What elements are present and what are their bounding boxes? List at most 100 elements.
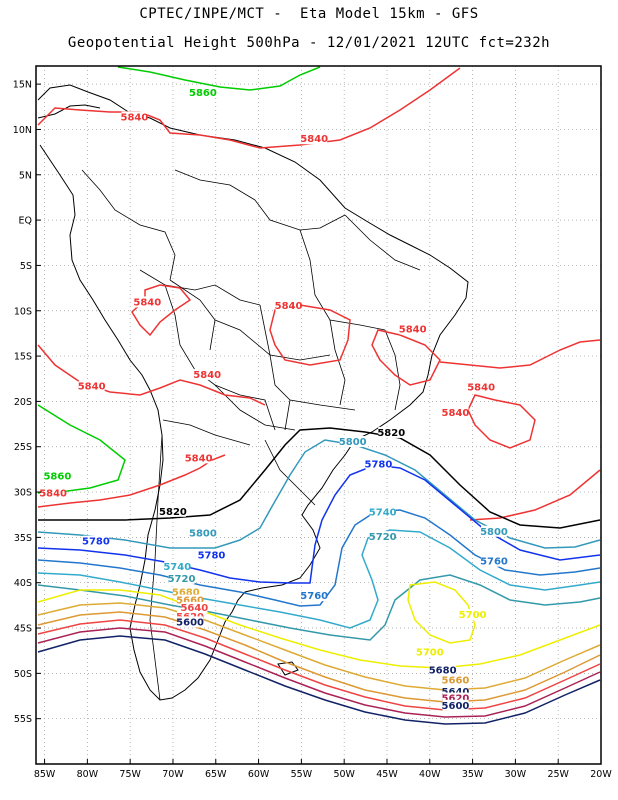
contour-label: 5840 bbox=[275, 301, 303, 312]
lon-tick-label: 30W bbox=[505, 769, 527, 780]
contour-5840-high bbox=[467, 394, 536, 449]
grid bbox=[36, 66, 602, 764]
lat-tick-label: 35S bbox=[14, 533, 32, 544]
contour-label-bg bbox=[365, 458, 392, 470]
lat-tick-label: 10S bbox=[14, 306, 32, 317]
contour-label: 5680 bbox=[429, 665, 457, 676]
contour-label-bg bbox=[172, 586, 199, 598]
contour-label: 5780 bbox=[82, 537, 110, 548]
contour-label: 5760 bbox=[480, 557, 508, 568]
contour-label: 5720 bbox=[369, 532, 397, 543]
lon-tick-label: 55W bbox=[291, 769, 313, 780]
contour-5700 bbox=[37, 589, 601, 669]
lon-tick-label: 25W bbox=[547, 769, 569, 780]
contour-label: 5800 bbox=[480, 527, 508, 538]
contour-label-bg bbox=[121, 111, 148, 123]
contour-label-bg bbox=[369, 531, 396, 543]
lat-tick-label: 5S bbox=[20, 261, 32, 272]
contour-label: 5840 bbox=[193, 370, 221, 381]
contour-label-bg bbox=[442, 692, 469, 704]
contour-label: 5840 bbox=[185, 453, 213, 464]
south-america-coastline bbox=[37, 84, 469, 701]
contour-5680 bbox=[37, 602, 601, 691]
contour-label-bg bbox=[442, 674, 469, 686]
lon-tick-label: 80W bbox=[77, 769, 99, 780]
contour-label: 5720 bbox=[168, 574, 196, 585]
lon-tick-label: 45W bbox=[376, 769, 398, 780]
lon-tick-label: 35W bbox=[462, 769, 484, 780]
lon-tick-label: 60W bbox=[248, 769, 270, 780]
contour-5820 bbox=[38, 427, 601, 529]
lat-tick-label: 15N bbox=[13, 80, 32, 91]
contour-label-bg bbox=[168, 572, 195, 584]
lat-tick-label: 15S bbox=[14, 352, 32, 363]
contour-label-bg bbox=[159, 505, 186, 517]
contour-5600 bbox=[37, 635, 601, 725]
contour-label: 5840 bbox=[300, 134, 328, 145]
contour-label-bg bbox=[177, 594, 204, 606]
lon-tick-label: 70W bbox=[162, 769, 184, 780]
contour-label: 5840 bbox=[133, 297, 161, 308]
lat-tick-label: 10N bbox=[13, 125, 32, 136]
contour-label-bg bbox=[44, 470, 71, 482]
contour-label-bg bbox=[442, 699, 469, 711]
lat-tick-label: 5N bbox=[19, 170, 32, 181]
lat-tick-label: 20S bbox=[14, 397, 32, 408]
central-america-coastline bbox=[37, 104, 101, 119]
contour-label: 5800 bbox=[189, 529, 217, 540]
contour-label: 5700 bbox=[459, 610, 487, 621]
contour-label: 5600 bbox=[442, 701, 470, 712]
contour-5840-south-atl bbox=[439, 339, 601, 369]
contour-5860-north bbox=[117, 66, 321, 91]
lat-tick-label: 55S bbox=[14, 714, 32, 725]
contour-label-bg bbox=[82, 535, 109, 547]
contour-label: 5780 bbox=[365, 460, 393, 471]
contour-5720 bbox=[37, 574, 601, 641]
contour-label-bg bbox=[185, 452, 212, 464]
contour-label-bg bbox=[301, 590, 328, 602]
latitude-ticks: 15N 10N 5N EQ 5S 10S 15S 20S 25S 30S 35S 40S 45S 50S 5… bbox=[13, 80, 41, 725]
contour-label: 5740 bbox=[369, 508, 397, 519]
contour-label-bg bbox=[177, 616, 204, 628]
contour-label-bg bbox=[378, 426, 405, 438]
contour-label-bg bbox=[442, 407, 469, 418]
contour-label: 5660 bbox=[176, 596, 204, 607]
contour-label-bg bbox=[442, 686, 469, 698]
contour-label-bg bbox=[339, 436, 366, 448]
chart-title-line-1: CPTEC/INPE/MCT - Eta Model 15km - GFS bbox=[139, 6, 479, 22]
contour-label: 5840 bbox=[467, 383, 495, 394]
contour-label: 5840 bbox=[442, 408, 470, 419]
contour-5840-east bbox=[371, 329, 441, 386]
contour-label: 5840 bbox=[78, 382, 106, 393]
contour-label: 5700 bbox=[416, 647, 444, 658]
contour-label-bg bbox=[468, 381, 495, 393]
contour-label-bg bbox=[459, 609, 486, 621]
chart-title-line-2: Geopotential Height 500hPa - 12/01/2021 … bbox=[67, 35, 551, 51]
lat-tick-label: 30S bbox=[14, 488, 32, 499]
contour-5840-amazon-west bbox=[131, 284, 192, 337]
contour-label: 5740 bbox=[163, 562, 191, 573]
lon-tick-label: 50W bbox=[333, 769, 355, 780]
contour-label-bg bbox=[194, 368, 221, 380]
lon-tick-label: 40W bbox=[419, 769, 441, 780]
contour-5840-se bbox=[469, 469, 601, 521]
contour-label-bg bbox=[198, 549, 225, 561]
lat-tick-label: 45S bbox=[14, 624, 32, 635]
contour-5840-south bbox=[37, 344, 266, 406]
contour-label: 5660 bbox=[442, 675, 470, 686]
lon-tick-label: 85W bbox=[34, 769, 56, 780]
contour-label-bg bbox=[189, 527, 216, 539]
contour-label: 5620 bbox=[442, 694, 470, 705]
contour-label: 5840 bbox=[121, 112, 149, 123]
longitude-ticks: 85W 80W 75W 70W 65W 60W 55W 50W 45W 40W 35W 30W 25W 2… bbox=[34, 759, 612, 780]
lat-tick-label: EQ bbox=[19, 216, 32, 227]
lat-tick-label: 40S bbox=[14, 578, 32, 589]
contour-label: 5860 bbox=[43, 471, 71, 482]
contour-5640 bbox=[37, 619, 601, 711]
contour-5660 bbox=[37, 611, 601, 703]
contour-5700-low bbox=[407, 581, 476, 644]
contour-5840-north bbox=[37, 67, 461, 149]
contour-label-bg bbox=[181, 601, 208, 613]
contour-label-bg bbox=[134, 296, 161, 308]
